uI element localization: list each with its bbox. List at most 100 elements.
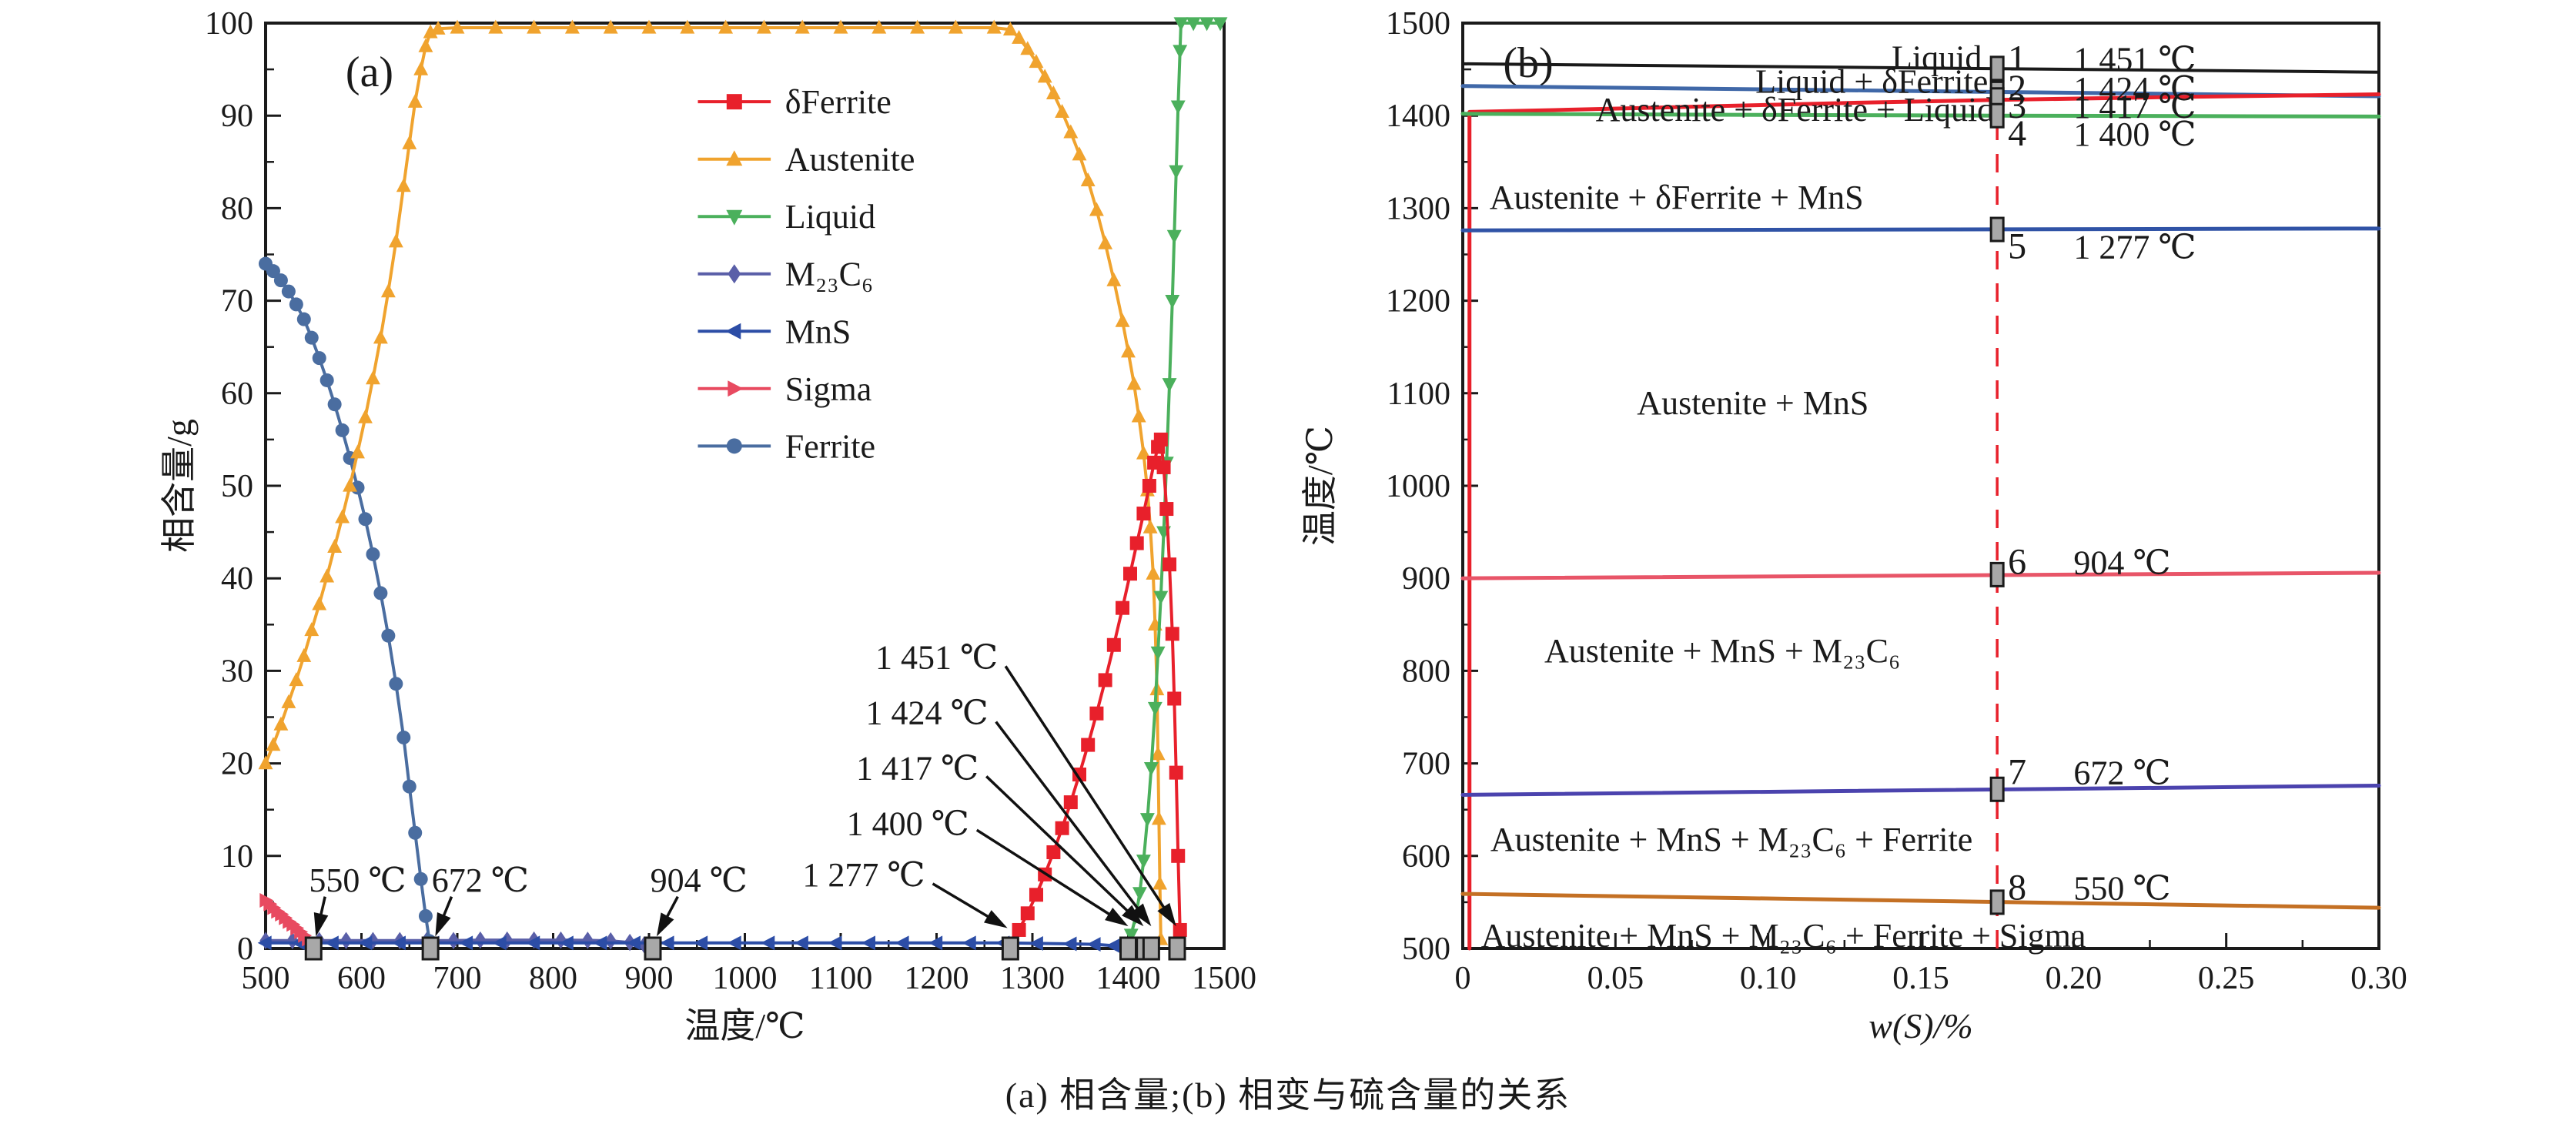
transition-marker (1001, 936, 1019, 961)
series-marker (1063, 124, 1079, 139)
series-marker (1106, 938, 1120, 953)
series-marker (1122, 567, 1137, 581)
series-marker (1156, 460, 1171, 474)
arrow-head (1105, 908, 1129, 927)
series-marker (1162, 378, 1177, 393)
series-marker (296, 647, 312, 662)
series-marker (366, 932, 380, 950)
series-marker (861, 935, 875, 951)
annotation-arrow (435, 896, 453, 937)
point-temp-label: 1 277 ℃ (2073, 229, 2196, 266)
series-marker (407, 93, 423, 108)
series-marker (761, 935, 775, 951)
region-label: Austenite + δFerrite + Liquid (1596, 91, 1995, 129)
transition-marker (1989, 776, 2005, 802)
annotation-label: 1 424 ℃ (865, 694, 988, 731)
legend-marker (726, 150, 743, 166)
series-marker (1167, 691, 1182, 706)
series-marker (273, 273, 288, 288)
y-tick-label: 20 (221, 747, 253, 782)
arrow-shaft (995, 721, 1142, 914)
x-tick-label: 0.10 (1740, 961, 1797, 996)
plot-frame (1461, 22, 2380, 950)
series-marker (1151, 811, 1166, 825)
series-marker (1020, 41, 1035, 55)
series-marker (312, 596, 327, 611)
boundary-m23c6-formation (1460, 570, 2381, 580)
series-marker (1171, 848, 1186, 863)
legend-label: Liquid (785, 198, 875, 236)
series-marker (910, 19, 925, 34)
series-marker (871, 19, 887, 34)
series-marker (402, 135, 417, 149)
series-marker (581, 932, 594, 949)
series-marker (474, 931, 487, 949)
series-marker (1126, 376, 1142, 390)
legend-marker (726, 209, 743, 226)
point-temp-label: 904 ℃ (2073, 544, 2170, 582)
series-marker (358, 512, 373, 527)
x-tick-label: 1200 (905, 961, 969, 996)
x-tick-label: 900 (625, 961, 674, 996)
transition-marker (1989, 216, 2005, 243)
y-tick-label: 1500 (1386, 6, 1450, 42)
series-marker (727, 935, 741, 951)
series-marker (1086, 937, 1101, 952)
annotation-label: 672 ℃ (432, 861, 529, 899)
series-marker (1098, 673, 1112, 687)
series-marker (289, 672, 304, 687)
region-label: Austenite + δFerrite + MnS (1490, 179, 1864, 216)
series-marker (1132, 887, 1147, 902)
series-marker (447, 932, 460, 950)
y-tick-label: 1200 (1386, 284, 1450, 319)
series-marker (343, 477, 358, 492)
series-marker (413, 61, 429, 75)
series-marker (319, 373, 334, 387)
series-marker (373, 586, 388, 600)
x-tick-label: 1300 (1000, 961, 1065, 996)
series-marker (527, 19, 542, 34)
point-temp-label: 1 400 ℃ (2073, 115, 2196, 153)
series-marker (350, 444, 365, 459)
series-marker (1062, 936, 1077, 952)
point-number: 6 (2008, 542, 2026, 583)
series-δFerrite (1003, 432, 1187, 951)
series-marker (273, 716, 289, 731)
series-marker (413, 871, 428, 886)
y-tick-label: 700 (1402, 747, 1450, 782)
y-tick-label: 70 (221, 284, 253, 319)
series-line (264, 26, 1163, 941)
x-tick-label: 1000 (713, 961, 778, 996)
arrow-shaft (932, 882, 994, 921)
series-marker (626, 935, 641, 951)
annotation-arrow (975, 828, 1129, 927)
annotation-arrow (656, 895, 679, 937)
region-label: Liquid (1892, 38, 1982, 76)
series-marker (304, 330, 319, 345)
series-marker (312, 351, 326, 366)
panel-a: 500 600 700 800 900 1000 1100 1200 1300 1400 1500 0… (159, 6, 1256, 1045)
series-marker (680, 19, 695, 34)
panel-b: 0 0.05 0.10 0.15 0.20 0.25 0.30 500 600 700 800 900… (1300, 6, 2407, 1045)
series-marker (319, 568, 335, 583)
transition-marker (421, 936, 440, 961)
series-marker (603, 19, 618, 34)
panel-b-xaxis-label: w(S)/% (1868, 1006, 1972, 1045)
series-Ferrite (259, 256, 437, 948)
series-marker (1169, 165, 1184, 179)
y-tick-label: 10 (221, 839, 253, 875)
series-marker (1020, 906, 1035, 921)
annotation-arrow (985, 775, 1144, 927)
series-marker (895, 935, 909, 951)
series-marker (418, 908, 433, 923)
series-marker (564, 19, 580, 34)
series-marker (373, 330, 388, 344)
series-marker (380, 283, 396, 298)
series-marker (281, 694, 296, 708)
series-marker (1143, 761, 1159, 776)
series-marker (492, 935, 507, 951)
series-marker (1029, 54, 1044, 69)
series-marker (258, 755, 273, 770)
series-marker (391, 935, 406, 951)
point-number: 5 (2008, 226, 2026, 267)
